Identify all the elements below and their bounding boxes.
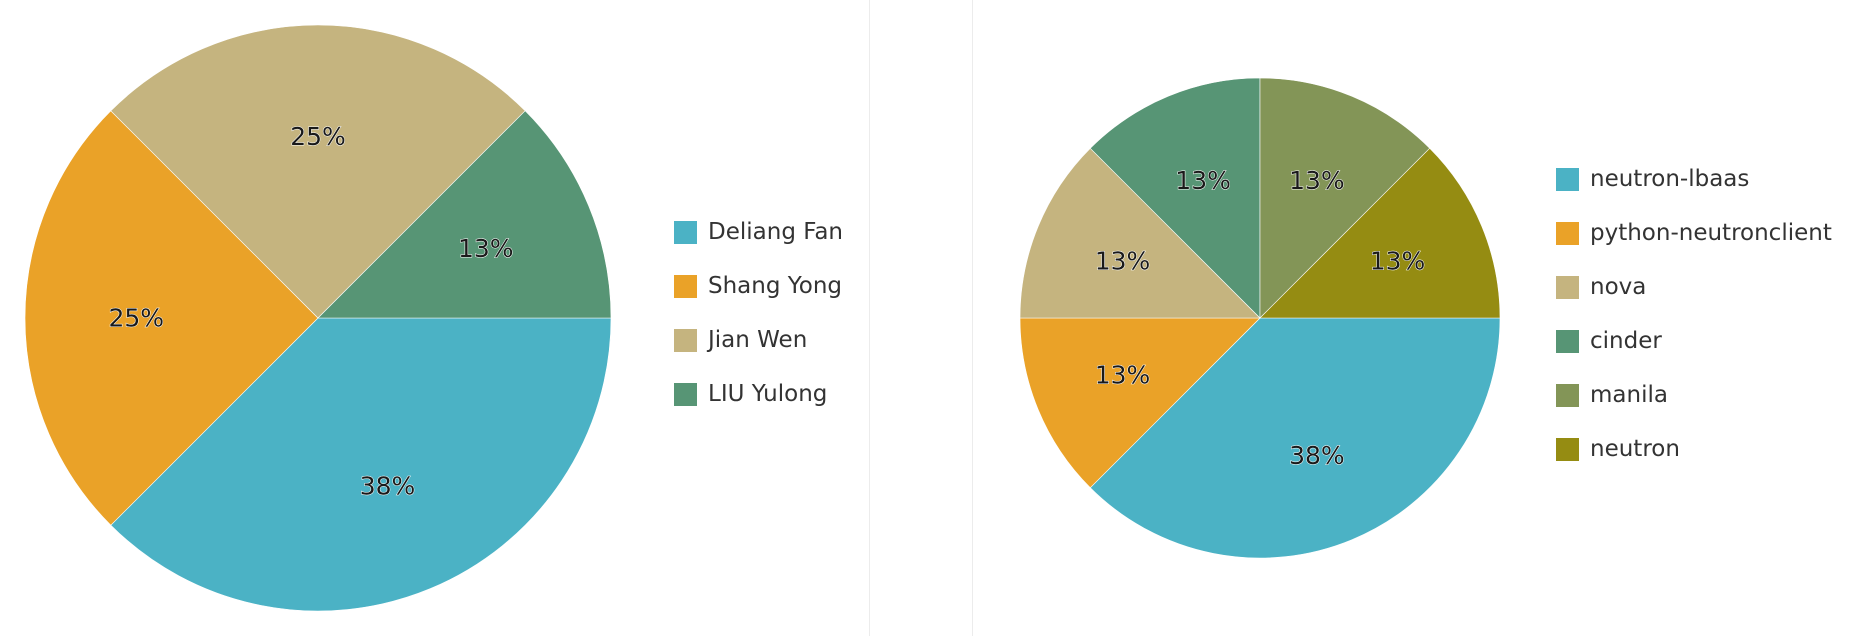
pie-slice-nova[interactable]: [1019, 147, 1261, 319]
legend-swatch: [674, 328, 697, 352]
legend-item-python-neutronclient[interactable]: python-neutronclient: [1556, 206, 1832, 260]
pie-chart-left: 38% 25% 25% 13%: [24, 24, 612, 612]
pie-chart-panel-left: 38% 25% 25% 13% Deliang Fan Shang Yong Jian W…: [0, 0, 870, 636]
pie-slice-deliang-fan[interactable]: [110, 317, 612, 612]
legend-item-shang-yong[interactable]: Shang Yong: [674, 259, 843, 313]
slice-label-neutron: 13%: [1370, 247, 1426, 276]
slice-label-nova: 13%: [1095, 247, 1151, 276]
slice-label-jian-wen: 25%: [290, 122, 346, 151]
legend-swatch: [1556, 167, 1579, 191]
legend-label: LIU Yulong: [708, 381, 828, 407]
legend-label: neutron: [1590, 436, 1680, 462]
legend-label: neutron-lbaas: [1590, 166, 1750, 192]
panel-divider: [869, 0, 870, 636]
legend-item-deliang-fan[interactable]: Deliang Fan: [674, 205, 843, 259]
legend-label: manila: [1590, 382, 1668, 408]
pie-slice-cinder[interactable]: [1089, 77, 1261, 319]
legend-swatch: [674, 274, 697, 298]
legend-item-jian-wen[interactable]: Jian Wen: [674, 313, 843, 367]
pie-slice-manila[interactable]: [1259, 77, 1431, 319]
pie-slice-liu-yulong[interactable]: [317, 110, 612, 319]
legend-item-liu-yulong[interactable]: LIU Yulong: [674, 367, 843, 421]
pie-slice-python-neutronclient[interactable]: [1019, 317, 1261, 489]
slice-label-manila: 13%: [1289, 166, 1345, 195]
legend-item-neutron-lbaas[interactable]: neutron-lbaas: [1556, 152, 1832, 206]
legend-item-manila[interactable]: manila: [1556, 368, 1832, 422]
legend-label: Shang Yong: [708, 273, 843, 299]
legend-right: neutron-lbaas python-neutronclient nova cin…: [1556, 152, 1832, 476]
pie-chart-panel-right: 38% 13% 13% 13% 13% 13% neutron-lbaas python-n…: [980, 0, 1850, 636]
pie-slice-shang-yong[interactable]: [24, 110, 319, 526]
legend-label: Jian Wen: [708, 327, 808, 353]
legend-swatch: [1556, 329, 1579, 353]
slice-label-neutron-lbaas: 38%: [1289, 441, 1345, 470]
legend-swatch: [1556, 275, 1579, 299]
pie-slice-neutron-lbaas[interactable]: [1089, 317, 1501, 559]
legend-swatch: [1556, 383, 1579, 407]
legend-item-nova[interactable]: nova: [1556, 260, 1832, 314]
legend-item-neutron[interactable]: neutron: [1556, 422, 1832, 476]
legend-label: cinder: [1590, 328, 1662, 354]
slice-label-liu-yulong: 13%: [458, 234, 514, 263]
pie-slice-jian-wen[interactable]: [110, 24, 526, 319]
legend-left: Deliang Fan Shang Yong Jian Wen LIU Yulong: [674, 205, 843, 421]
slice-label-cinder: 13%: [1175, 166, 1231, 195]
slice-label-python-neutronclient: 13%: [1095, 360, 1151, 389]
legend-item-cinder[interactable]: cinder: [1556, 314, 1832, 368]
legend-swatch: [674, 382, 697, 406]
slice-label-shang-yong: 25%: [109, 304, 165, 333]
legend-label: nova: [1590, 274, 1647, 300]
pie-slice-neutron[interactable]: [1259, 147, 1501, 319]
legend-swatch: [674, 220, 697, 244]
legend-swatch: [1556, 437, 1579, 461]
legend-label: Deliang Fan: [708, 219, 844, 245]
slice-label-deliang-fan: 38%: [360, 471, 416, 500]
legend-swatch: [1556, 221, 1579, 245]
legend-label: python-neutronclient: [1590, 220, 1832, 246]
pie-chart-right: 38% 13% 13% 13% 13% 13%: [1019, 77, 1501, 559]
panel-divider: [972, 0, 973, 636]
